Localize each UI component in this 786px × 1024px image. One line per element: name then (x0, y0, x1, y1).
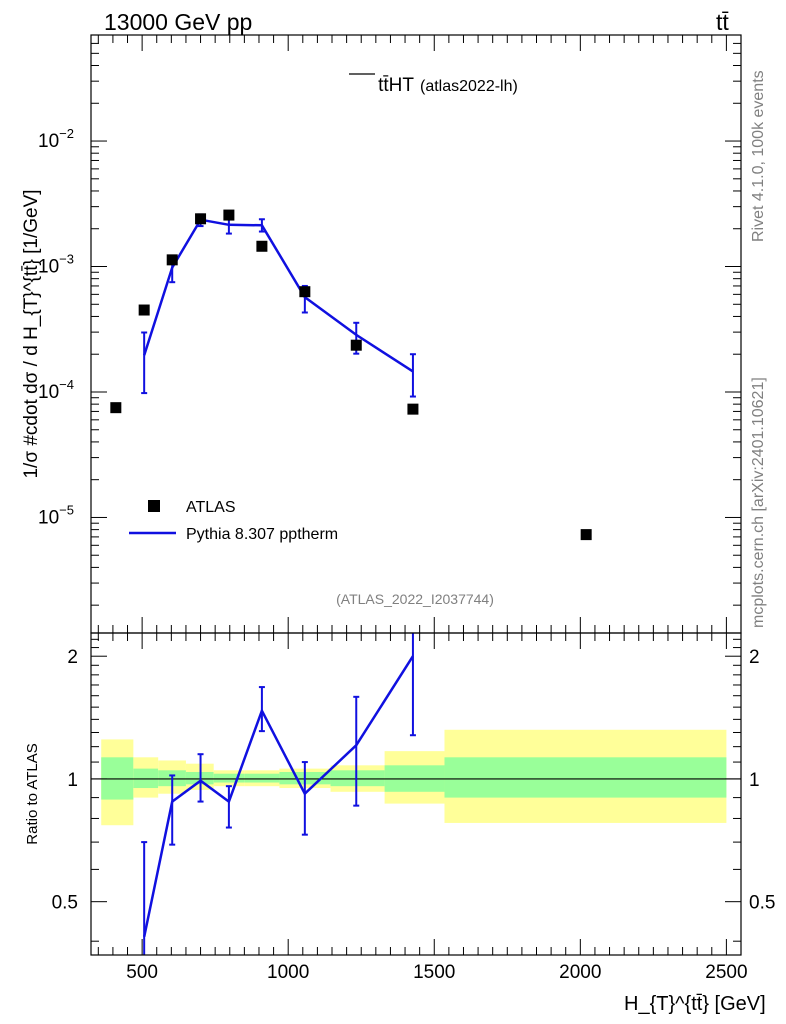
main-title-suffix: (atlas2022-lh) (420, 78, 518, 95)
main-y-tick-label: 10−3 (38, 252, 74, 278)
legend-atlas-marker (148, 500, 160, 512)
main-y-tick-exp: −3 (59, 252, 74, 267)
atlas-data-point (195, 213, 207, 225)
atlas-data-point (407, 403, 419, 415)
final-state-label: tt̄ (716, 9, 729, 35)
analysis-id-label: (ATLAS_2022_I2037744) (336, 591, 494, 607)
atlas-data-point (110, 402, 122, 414)
atlas-data-point (138, 304, 150, 316)
ratio-axis-ticks: 0.5 0.51 12 2500 1000 1500 2000 2500 (52, 633, 775, 983)
x-tick-label: 500 (126, 962, 158, 983)
ratio-y-tick-label-right: 0.5 (749, 893, 775, 914)
legend: ATLAS Pythia 8.307 pptherm (129, 499, 338, 543)
ratio-y-axis-label: Ratio to ATLAS (24, 743, 41, 844)
ratio-frame (90, 632, 742, 956)
x-tick-label: 1000 (267, 962, 309, 983)
ratio-uncertainty-bands (101, 729, 727, 826)
main-data-layer (110, 209, 592, 541)
ratio-band-green (133, 768, 159, 789)
main-y-tick-label: 10−2 (38, 126, 74, 152)
ratio-y-tick-label-right: 1 (749, 770, 760, 791)
x-tick-label: 2500 (705, 962, 747, 983)
main-y-tick-base: 10 (38, 131, 59, 152)
atlas-data-point (299, 286, 311, 298)
ratio-data-layer (91, 633, 741, 955)
process-label: 13000 GeV pp (104, 9, 252, 35)
atlas-data-point (256, 240, 268, 252)
ratio-y-tick-label-left: 2 (67, 647, 78, 668)
main-frame (90, 34, 742, 634)
ratio-band-green (213, 773, 245, 783)
atlas-data-point (166, 254, 178, 266)
main-y-axis-label: 1/σ #cdot dσ / d H_{T}^{tt̄} [1/GeV] (21, 189, 42, 478)
main-y-tick-label: 10−4 (38, 377, 74, 403)
x-tick-label: 1500 (413, 962, 455, 983)
main-title: tt̄HT (378, 75, 414, 96)
pythia-line (143, 218, 414, 373)
ratio-band-green (330, 770, 385, 787)
atlas-data-point (580, 529, 592, 541)
main-y-tick-exp: −2 (59, 126, 74, 141)
ratio-y-tick-label-right: 2 (749, 647, 760, 668)
main-y-tick-exp: −4 (59, 377, 74, 392)
legend-pythia-label: Pythia 8.307 pptherm (186, 526, 338, 543)
ratio-y-tick-label-left: 1 (67, 770, 78, 791)
main-axis-ticks: 10−510−410−310−2 (38, 34, 741, 633)
main-y-tick-label: 10−5 (38, 502, 74, 528)
atlas-data-point (350, 339, 362, 351)
source-label: mcplots.cern.ch [arXiv:2401.10621] (750, 377, 767, 628)
main-y-tick-exp: −5 (59, 502, 74, 517)
ratio-band-green (244, 773, 280, 783)
main-y-tick-base: 10 (38, 257, 59, 278)
main-y-tick-base: 10 (38, 507, 59, 528)
main-y-tick-base: 10 (38, 382, 59, 403)
atlas-data-point (223, 209, 235, 221)
ratio-band-green (444, 757, 727, 798)
x-axis-label: H_{T}^{tt̄} [GeV] (624, 993, 766, 1015)
main-panel: 10−510−410−310−2 tt̄HT (atlas2022-lh) (A… (21, 34, 742, 634)
ratio-y-tick-label-left: 0.5 (52, 893, 78, 914)
ratio-pythia-line (142, 655, 414, 938)
legend-atlas-label: ATLAS (186, 499, 236, 516)
ratio-panel: 0.5 0.51 12 2500 1000 1500 2000 2500 Ratio to A… (24, 632, 775, 1015)
x-tick-label: 2000 (559, 962, 601, 983)
generator-label: Rivet 4.1.0, 100k events (750, 70, 767, 242)
